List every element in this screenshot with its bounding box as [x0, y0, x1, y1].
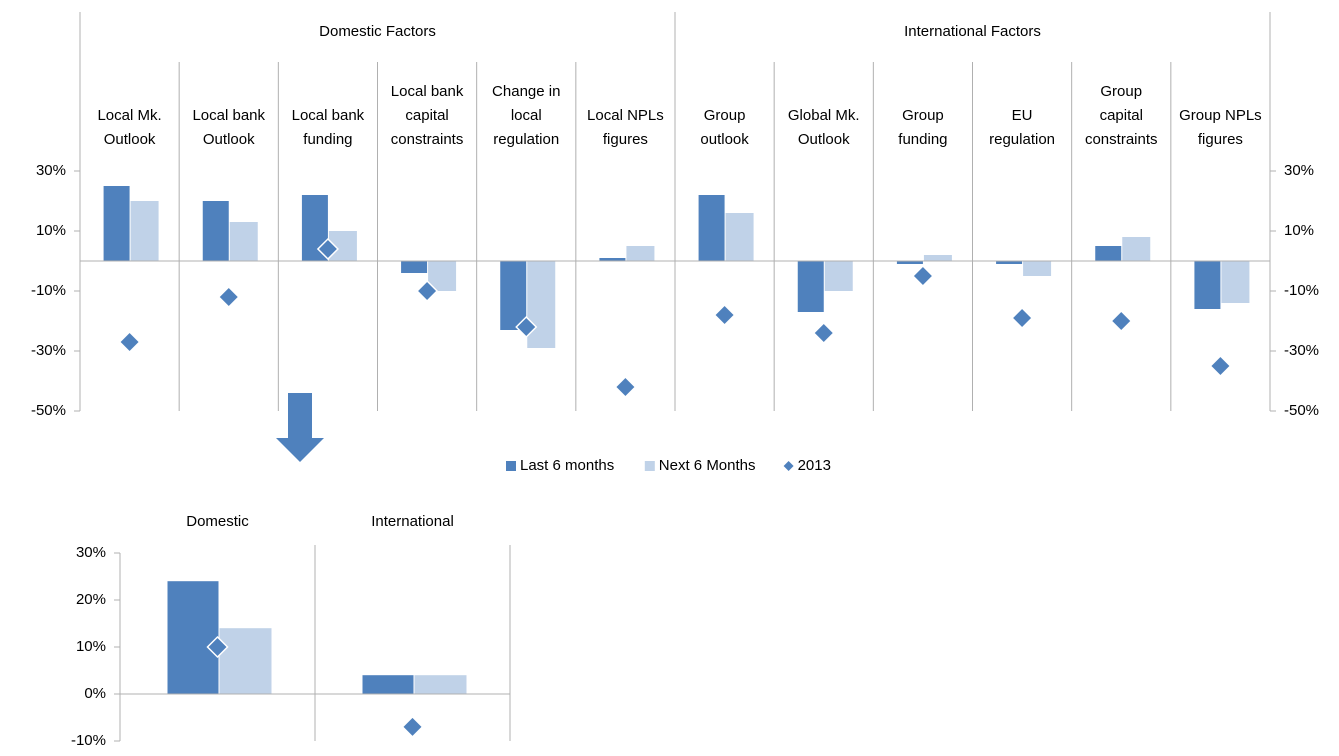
bar — [1221, 261, 1250, 303]
x-tick-label: International — [371, 513, 454, 530]
y2-tick-label: 10% — [1284, 222, 1314, 239]
x-tick-label: Group NPLs figures — [1179, 107, 1262, 148]
diamond-marker — [515, 315, 538, 339]
y2-tick-label: -50% — [1284, 402, 1319, 419]
diamond-marker — [401, 715, 424, 738]
y-tick-label: -30% — [31, 342, 66, 359]
legend-swatch — [644, 461, 655, 471]
bar — [896, 261, 923, 264]
x-tick-label: Change in local regulation — [492, 83, 560, 148]
x-tick-label: Local bank Outlook — [192, 107, 265, 148]
y-tick-label: -10% — [71, 732, 106, 749]
y2-tick-label: 30% — [1284, 162, 1314, 179]
diamond-marker — [1011, 306, 1034, 330]
bar — [923, 255, 952, 261]
diamond-marker — [911, 264, 934, 288]
bar — [103, 186, 130, 261]
y-tick-label: 10% — [36, 222, 66, 239]
group-label: Domestic Factors — [319, 23, 436, 40]
y-tick-label: 30% — [76, 544, 106, 561]
x-tick-label: Global Mk. Outlook — [788, 107, 860, 148]
bar — [130, 201, 159, 261]
bar — [362, 675, 414, 694]
x-tick-label: Group funding — [898, 107, 947, 148]
diamond-marker — [118, 330, 141, 354]
arrow-shaft — [288, 393, 312, 438]
x-tick-label: Group capital constraints — [1085, 83, 1158, 148]
bar — [1194, 261, 1221, 309]
bar — [698, 195, 725, 261]
legend-label: 2013 — [798, 457, 831, 474]
bar — [527, 261, 556, 348]
group-label: International Factors — [904, 23, 1041, 40]
bar — [202, 201, 229, 261]
x-tick-label: Local bank capital constraints — [391, 83, 464, 148]
y-tick-label: 0% — [84, 685, 106, 702]
y-tick-label: 20% — [76, 591, 106, 608]
legend-swatch — [506, 461, 516, 471]
diamond-marker — [217, 285, 240, 309]
diamond-marker — [1209, 354, 1232, 378]
bar — [1122, 237, 1151, 261]
diamond-marker — [206, 635, 229, 659]
x-tick-label: Group outlook — [700, 107, 749, 148]
diamond-marker — [614, 375, 637, 399]
bar — [725, 213, 754, 261]
bar — [1023, 261, 1052, 276]
arrow — [276, 393, 324, 462]
y2-tick-label: -10% — [1284, 282, 1319, 299]
legend-label: Last 6 months — [520, 457, 614, 474]
diamond-marker — [316, 237, 339, 261]
y-tick-label: 30% — [36, 162, 66, 179]
diamond-marker — [416, 279, 439, 303]
x-tick-label: Local Mk. Outlook — [97, 107, 161, 148]
bar — [599, 258, 626, 261]
arrow-head — [276, 438, 324, 462]
bar — [414, 675, 467, 694]
x-tick-label: EU regulation — [989, 107, 1055, 148]
y2-tick-label: -30% — [1284, 342, 1319, 359]
bar — [1095, 246, 1122, 261]
x-tick-label: Domestic — [186, 513, 249, 530]
y-tick-label: -10% — [31, 282, 66, 299]
diamond-marker — [713, 303, 736, 327]
bar — [797, 261, 824, 312]
bar — [401, 261, 428, 273]
x-tick-label: Local bank funding — [292, 107, 365, 148]
legend-swatch — [783, 461, 794, 471]
diamond-marker — [1110, 309, 1133, 333]
bar — [167, 581, 219, 694]
y-tick-label: -50% — [31, 402, 66, 419]
bar — [626, 246, 655, 261]
bar — [824, 261, 853, 291]
x-tick-label: Local NPLs figures — [587, 107, 664, 148]
bar — [996, 261, 1023, 264]
bar — [229, 222, 258, 261]
legend-label: Next 6 Months — [659, 457, 756, 474]
bar — [219, 628, 272, 694]
diamond-marker — [812, 321, 835, 345]
bar — [500, 261, 527, 330]
y-tick-label: 10% — [76, 638, 106, 655]
